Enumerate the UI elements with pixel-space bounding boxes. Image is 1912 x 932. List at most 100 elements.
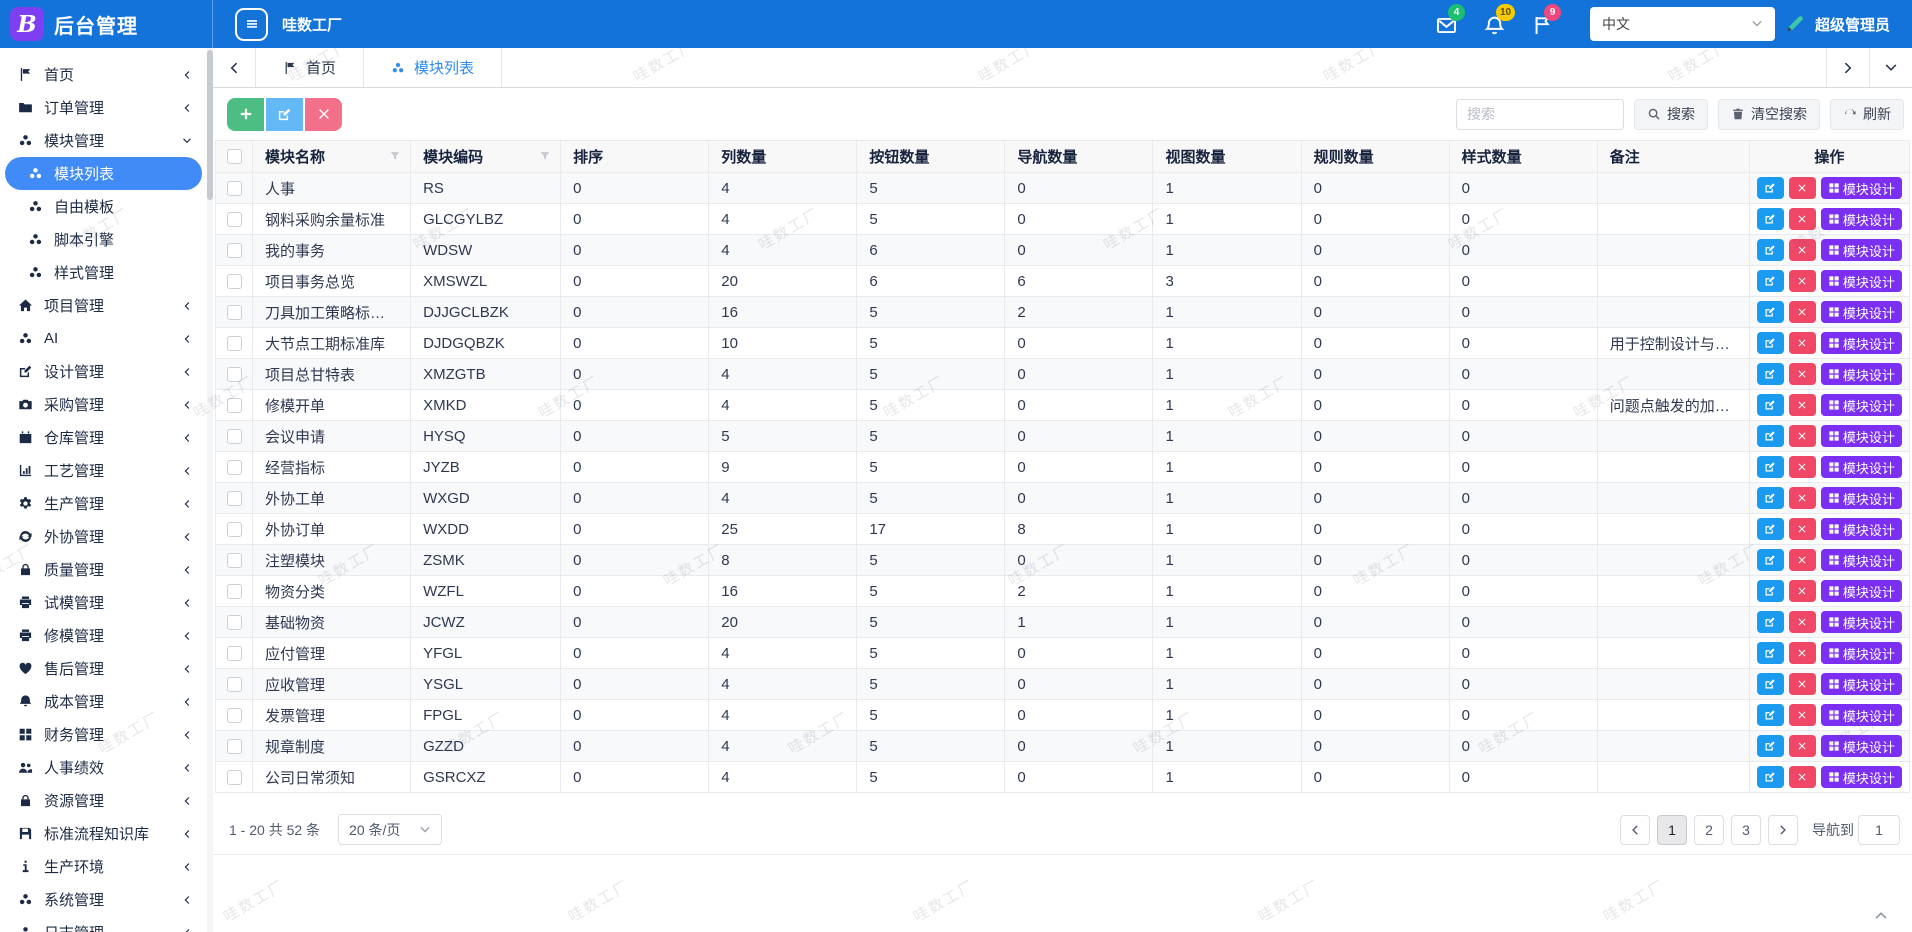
row-checkbox[interactable] — [226, 552, 242, 568]
row-edit-button[interactable] — [1756, 611, 1784, 633]
sidebar-item-25[interactable]: 系统管理 — [0, 883, 207, 916]
row-module-design-button[interactable]: 模块设计 — [1820, 766, 1902, 788]
row-checkbox[interactable] — [226, 335, 242, 351]
sidebar-toggle-button[interactable] — [235, 7, 268, 41]
sidebar-item-7[interactable]: 项目管理 — [0, 289, 207, 322]
tab-home[interactable]: 首页 — [256, 48, 365, 87]
row-edit-button[interactable] — [1756, 177, 1784, 199]
row-edit-button[interactable] — [1756, 518, 1784, 540]
page-button-3[interactable]: 3 — [1731, 814, 1761, 845]
filter-icon[interactable] — [389, 150, 401, 162]
sidebar-item-4[interactable]: 自由模板 — [0, 190, 207, 223]
goto-page-input[interactable] — [1858, 814, 1900, 845]
sidebar-item-19[interactable]: 成本管理 — [0, 685, 207, 718]
row-checkbox[interactable] — [226, 738, 242, 754]
row-checkbox[interactable] — [226, 490, 242, 506]
row-checkbox[interactable] — [226, 769, 242, 785]
sidebar-item-12[interactable]: 工艺管理 — [0, 454, 207, 487]
row-module-design-button[interactable]: 模块设计 — [1820, 518, 1902, 540]
row-edit-button[interactable] — [1756, 363, 1784, 385]
sidebar-item-21[interactable]: 人事绩效 — [0, 751, 207, 784]
row-module-design-button[interactable]: 模块设计 — [1820, 549, 1902, 571]
delete-button[interactable] — [305, 97, 342, 131]
sidebar-item-17[interactable]: 修模管理 — [0, 619, 207, 652]
row-delete-button[interactable] — [1788, 425, 1816, 447]
row-delete-button[interactable] — [1788, 735, 1816, 757]
row-module-design-button[interactable]: 模块设计 — [1820, 735, 1902, 757]
row-delete-button[interactable] — [1788, 301, 1816, 323]
row-edit-button[interactable] — [1756, 735, 1784, 757]
filter-icon[interactable] — [539, 150, 551, 162]
row-module-design-button[interactable]: 模块设计 — [1820, 642, 1902, 664]
row-delete-button[interactable] — [1788, 456, 1816, 478]
sidebar-scrollbar[interactable] — [207, 48, 213, 932]
sidebar-item-10[interactable]: 采购管理 — [0, 388, 207, 421]
back-to-top-button[interactable] — [1874, 908, 1888, 922]
row-module-design-button[interactable]: 模块设计 — [1820, 611, 1902, 633]
row-delete-button[interactable] — [1788, 363, 1816, 385]
next-page-button[interactable] — [1768, 814, 1798, 845]
row-edit-button[interactable] — [1756, 673, 1784, 695]
row-edit-button[interactable] — [1756, 487, 1784, 509]
tabs-menu-button[interactable] — [1869, 48, 1912, 87]
sidebar-item-24[interactable]: 生产环境 — [0, 850, 207, 883]
row-checkbox[interactable] — [226, 366, 242, 382]
row-delete-button[interactable] — [1788, 239, 1816, 261]
page-button-2[interactable]: 2 — [1694, 814, 1724, 845]
sidebar-item-8[interactable]: AI — [0, 322, 207, 355]
row-checkbox[interactable] — [226, 180, 242, 196]
row-checkbox[interactable] — [226, 304, 242, 320]
row-delete-button[interactable] — [1788, 518, 1816, 540]
edit-button[interactable] — [266, 97, 303, 131]
search-button[interactable]: 搜索 — [1634, 98, 1708, 130]
select-all-checkbox[interactable] — [226, 149, 242, 164]
row-edit-button[interactable] — [1756, 642, 1784, 664]
sidebar-item-26[interactable]: 日志管理 — [0, 916, 207, 932]
row-checkbox[interactable] — [226, 242, 242, 258]
row-checkbox[interactable] — [226, 583, 242, 599]
row-module-design-button[interactable]: 模块设计 — [1820, 208, 1902, 230]
sidebar-item-22[interactable]: 资源管理 — [0, 784, 207, 817]
user-role[interactable]: 超级管理员 — [1814, 16, 1890, 34]
refresh-button[interactable]: 刷新 — [1830, 98, 1904, 130]
row-checkbox[interactable] — [226, 707, 242, 723]
row-checkbox[interactable] — [226, 273, 242, 289]
row-delete-button[interactable] — [1788, 549, 1816, 571]
row-checkbox[interactable] — [226, 614, 242, 630]
row-edit-button[interactable] — [1756, 425, 1784, 447]
row-module-design-button[interactable]: 模块设计 — [1820, 332, 1902, 354]
sidebar-item-23[interactable]: 标准流程知识库 — [0, 817, 207, 850]
row-module-design-button[interactable]: 模块设计 — [1820, 487, 1902, 509]
row-module-design-button[interactable]: 模块设计 — [1820, 456, 1902, 478]
row-module-design-button[interactable]: 模块设计 — [1820, 177, 1902, 199]
sidebar-item-18[interactable]: 售后管理 — [0, 652, 207, 685]
tabs-scroll-right-button[interactable] — [1826, 48, 1869, 87]
row-delete-button[interactable] — [1788, 177, 1816, 199]
row-edit-button[interactable] — [1756, 332, 1784, 354]
row-checkbox[interactable] — [226, 459, 242, 475]
sidebar-item-11[interactable]: 仓库管理 — [0, 421, 207, 454]
sidebar-item-20[interactable]: 财务管理 — [0, 718, 207, 751]
row-module-design-button[interactable]: 模块设计 — [1820, 425, 1902, 447]
sidebar-item-1[interactable]: 订单管理 — [0, 91, 207, 124]
sidebar-item-3[interactable]: 模块列表 — [5, 157, 202, 190]
row-module-design-button[interactable]: 模块设计 — [1820, 580, 1902, 602]
row-delete-button[interactable] — [1788, 673, 1816, 695]
sidebar-scrollbar-thumb[interactable] — [207, 50, 213, 200]
row-delete-button[interactable] — [1788, 580, 1816, 602]
messages-button[interactable]: 4 — [1436, 4, 1465, 36]
row-edit-button[interactable] — [1756, 704, 1784, 726]
row-checkbox[interactable] — [226, 211, 242, 227]
page-size-select[interactable]: 20 条/页 — [338, 814, 443, 845]
row-edit-button[interactable] — [1756, 580, 1784, 602]
sidebar-item-14[interactable]: 外协管理 — [0, 520, 207, 553]
row-edit-button[interactable] — [1756, 766, 1784, 788]
row-edit-button[interactable] — [1756, 394, 1784, 416]
flags-button[interactable]: 9 — [1532, 4, 1561, 36]
row-delete-button[interactable] — [1788, 704, 1816, 726]
tab-module-list[interactable]: 模块列表 — [364, 48, 503, 87]
row-checkbox[interactable] — [226, 428, 242, 444]
sidebar-item-5[interactable]: 脚本引擎 — [0, 223, 207, 256]
row-delete-button[interactable] — [1788, 394, 1816, 416]
row-checkbox[interactable] — [226, 645, 242, 661]
